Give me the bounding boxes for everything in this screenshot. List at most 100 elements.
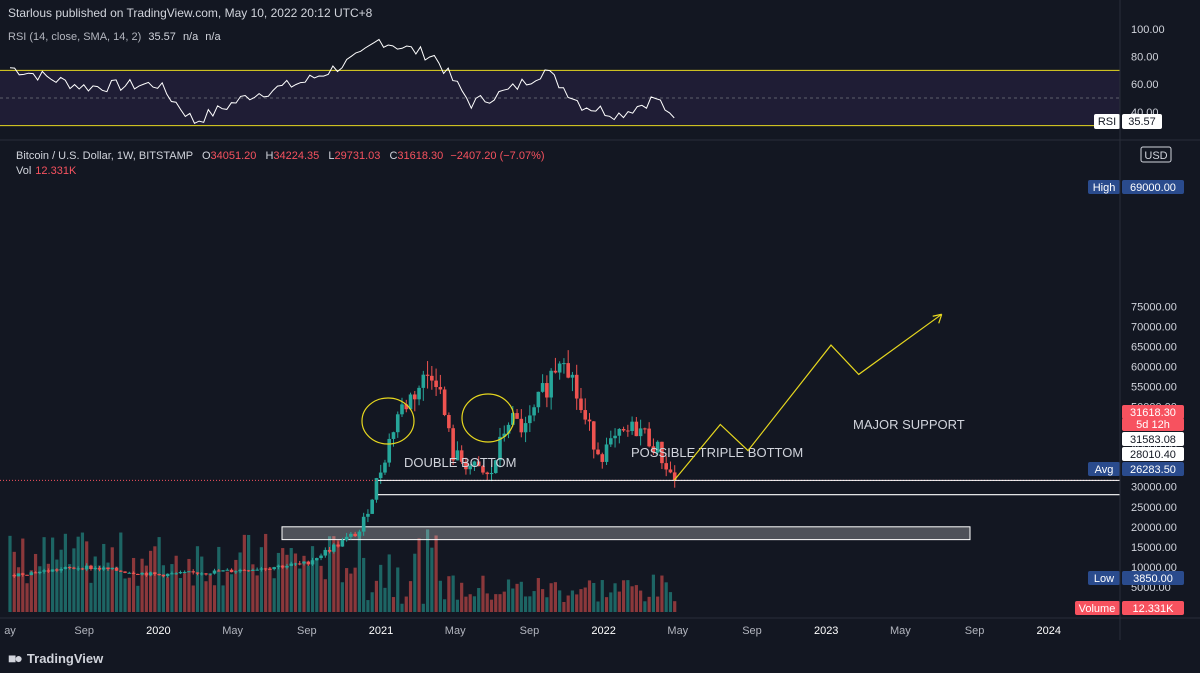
- volume-bar: [29, 570, 33, 612]
- volume-bar: [93, 556, 97, 612]
- candle-body: [647, 428, 651, 447]
- candle-body: [46, 570, 51, 572]
- volume-bar: [562, 601, 566, 612]
- volume-bar: [310, 546, 315, 612]
- candle-body: [310, 560, 315, 565]
- candle-body: [400, 404, 404, 415]
- volume-bar: [400, 603, 404, 612]
- double-bottom-label: DOUBLE BOTTOM: [404, 455, 516, 470]
- candle-body: [562, 363, 566, 365]
- candle-body: [272, 567, 276, 570]
- time-axis-tick: May: [222, 625, 243, 637]
- volume-bar: [268, 567, 272, 612]
- volume-bar: [643, 601, 647, 612]
- rsi-axis-tick: 100.00: [1131, 24, 1165, 36]
- candle-body: [506, 424, 511, 434]
- support-bottom-badge-value-box: [1122, 447, 1184, 461]
- volume-bar: [289, 548, 293, 612]
- avg-badge-label-box: [1088, 462, 1120, 476]
- candle-body: [383, 462, 387, 473]
- candle-body: [417, 387, 421, 400]
- candle-body: [378, 472, 383, 479]
- candle-body: [306, 561, 311, 565]
- volume-legend-value: 12.331K: [35, 165, 77, 177]
- volume-bar: [379, 564, 383, 612]
- candle-body: [574, 374, 579, 399]
- volume-bar: [306, 565, 310, 612]
- candle-body: [289, 563, 294, 566]
- volume-bar: [455, 599, 460, 612]
- volume-bar: [613, 583, 617, 612]
- volume-bar: [413, 553, 417, 612]
- candle-body: [481, 466, 485, 473]
- candle-body: [489, 472, 494, 475]
- low-value: 29731.03: [334, 150, 381, 162]
- candle-body: [63, 567, 68, 569]
- volume-legend-label: Vol: [16, 165, 32, 177]
- support-bottom-badge-value: 28010.40: [1130, 449, 1176, 461]
- candle-body: [412, 394, 417, 400]
- tradingview-brand[interactable]: ■● TradingView: [8, 650, 103, 666]
- time-axis-tick: 2021: [369, 625, 393, 637]
- volume-bar: [451, 575, 455, 612]
- rsi-axis-tick: 80.00: [1131, 52, 1159, 64]
- time-axis-tick: May: [445, 625, 466, 637]
- volume-bar: [272, 578, 276, 612]
- candle-body: [221, 570, 225, 572]
- projection-path: [673, 313, 943, 481]
- open-label: O: [201, 150, 211, 162]
- low-label: L: [328, 150, 335, 162]
- volume-bar: [238, 552, 242, 612]
- volume-bar: [447, 576, 451, 612]
- candle-body: [608, 438, 613, 445]
- candle-body: [493, 460, 498, 473]
- candle-body: [425, 374, 430, 376]
- volume-bar: [460, 582, 464, 612]
- candle-body: [97, 567, 102, 570]
- volume-bar: [16, 567, 21, 612]
- volume-bar: [609, 592, 613, 612]
- volume-bar: [464, 596, 468, 612]
- volume-bar: [204, 581, 208, 612]
- candle-body: [161, 574, 166, 577]
- candle-body: [29, 572, 34, 576]
- currency-badge-box[interactable]: [1140, 146, 1172, 163]
- candle-body: [536, 391, 541, 408]
- candle-body: [421, 374, 426, 388]
- volume-bar: [153, 546, 157, 612]
- symbol-name[interactable]: Bitcoin / U.S. Dollar, 1W, BITSTAMP: [16, 150, 193, 162]
- candle-body: [651, 446, 656, 453]
- candle-body: [178, 572, 183, 574]
- candle-body: [191, 571, 196, 573]
- volume-badge-value: 12.331K: [1133, 603, 1175, 615]
- candle-body: [485, 472, 490, 475]
- volume-bar: [149, 550, 153, 612]
- candle-body: [332, 544, 336, 552]
- candle-body: [268, 568, 272, 570]
- volume-bar: [570, 590, 575, 612]
- candle-body: [59, 568, 63, 571]
- volume-bar: [630, 586, 634, 612]
- volume-bar: [259, 547, 263, 612]
- candle-body: [660, 441, 664, 464]
- volume-bar: [656, 596, 660, 612]
- rsi-legend-na: n/a: [182, 31, 199, 43]
- volume-bar: [387, 554, 391, 612]
- candle-body: [638, 428, 643, 437]
- candle-body: [182, 571, 187, 573]
- volume-bar: [664, 582, 668, 612]
- projection-arrowhead: [932, 313, 942, 317]
- candle-body: [476, 461, 481, 467]
- volume-badge-label: Volume: [1079, 603, 1116, 615]
- price-axis-tick: 25000.00: [1131, 502, 1177, 514]
- candle-body: [16, 573, 21, 577]
- candle-body: [67, 567, 72, 569]
- volume-bar: [592, 582, 596, 612]
- low-badge-label: Low: [1094, 573, 1114, 585]
- candle-body: [617, 429, 622, 436]
- last-price-badge-value-box: [1122, 405, 1184, 419]
- volume-bar: [144, 565, 148, 612]
- price-axis-tick: 10000.00: [1131, 562, 1177, 574]
- volume-bar: [477, 588, 481, 612]
